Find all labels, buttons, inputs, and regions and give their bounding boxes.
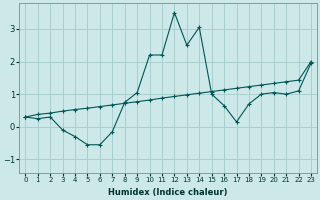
X-axis label: Humidex (Indice chaleur): Humidex (Indice chaleur)	[108, 188, 228, 197]
